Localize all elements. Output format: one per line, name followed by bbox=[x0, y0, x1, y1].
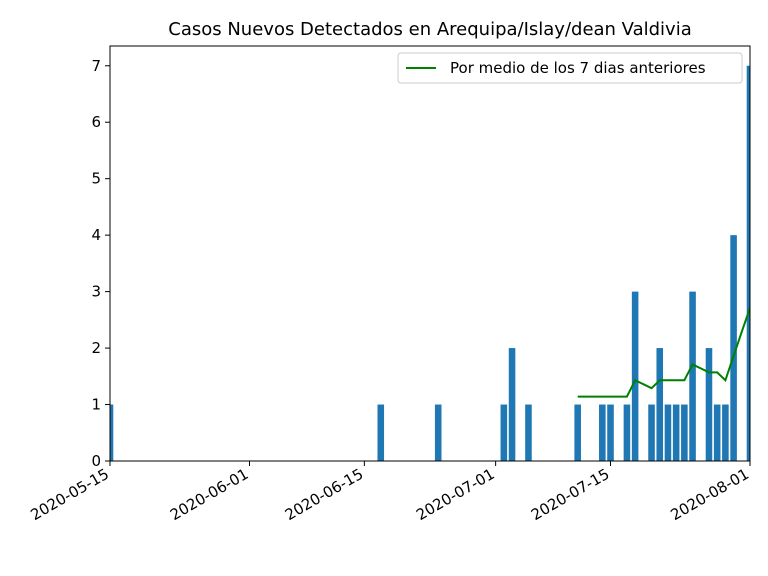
bar-2020-07-22 bbox=[664, 404, 672, 461]
bar-2020-07-21 bbox=[656, 348, 664, 461]
bar-2020-07-18 bbox=[631, 291, 639, 461]
bar-2020-07-30 bbox=[730, 235, 737, 461]
bar-2020-07-23 bbox=[672, 404, 680, 461]
bar-2020-07-25 bbox=[689, 291, 696, 461]
bar-2020-07-17 bbox=[623, 404, 631, 461]
bar-2020-07-28 bbox=[713, 404, 721, 461]
y-tick-label-0: 0 bbox=[91, 452, 101, 470]
bar-2020-07-02 bbox=[500, 404, 508, 461]
y-tick-label-4: 4 bbox=[91, 226, 101, 244]
bar-2020-07-29 bbox=[722, 404, 729, 461]
bar-2020-06-17 bbox=[377, 404, 385, 461]
y-tick-label-5: 5 bbox=[91, 170, 101, 188]
x-tick-label-2020-08-01: 2020-08-01 bbox=[667, 465, 752, 524]
series-line-0 bbox=[577, 307, 751, 398]
legend: Por medio de los 7 dias anteriores bbox=[397, 52, 743, 84]
right-mask bbox=[750, 44, 768, 461]
chart-title: Casos Nuevos Detectados en Arequipa/Isla… bbox=[168, 19, 692, 40]
y-tick-label-6: 6 bbox=[91, 113, 101, 131]
bar-2020-07-24 bbox=[681, 404, 688, 461]
line-layer bbox=[577, 307, 751, 398]
x-tick-label-2020-07-15: 2020-07-15 bbox=[528, 465, 613, 524]
y-tick-label-2: 2 bbox=[91, 339, 101, 357]
y-tick-label-7: 7 bbox=[91, 57, 101, 75]
bar-2020-07-14 bbox=[599, 404, 606, 461]
x-tick-label-2020-06-15: 2020-06-15 bbox=[282, 465, 367, 524]
left-mask bbox=[0, 44, 110, 461]
plot-frame bbox=[109, 45, 751, 462]
y-tick-label-1: 1 bbox=[91, 396, 101, 414]
x-tick-label-2020-05-15: 2020-05-15 bbox=[27, 465, 112, 524]
bar-2020-07-15 bbox=[607, 404, 614, 461]
x-tick-label-2020-07-01: 2020-07-01 bbox=[413, 465, 498, 524]
bars-layer bbox=[106, 65, 754, 461]
bar-2020-07-20 bbox=[648, 404, 655, 461]
bar-2020-07-03 bbox=[508, 348, 516, 461]
bar-2020-07-11 bbox=[574, 404, 581, 461]
y-tick-label-3: 3 bbox=[91, 283, 101, 301]
bar-2020-07-05 bbox=[525, 404, 532, 461]
legend-box bbox=[397, 52, 743, 84]
x-tick-label-2020-06-01: 2020-06-01 bbox=[167, 465, 252, 524]
legend-label: Por medio de los 7 dias anteriores bbox=[450, 59, 706, 77]
bar-2020-06-24 bbox=[434, 404, 442, 461]
bar-2020-07-27 bbox=[705, 348, 713, 461]
